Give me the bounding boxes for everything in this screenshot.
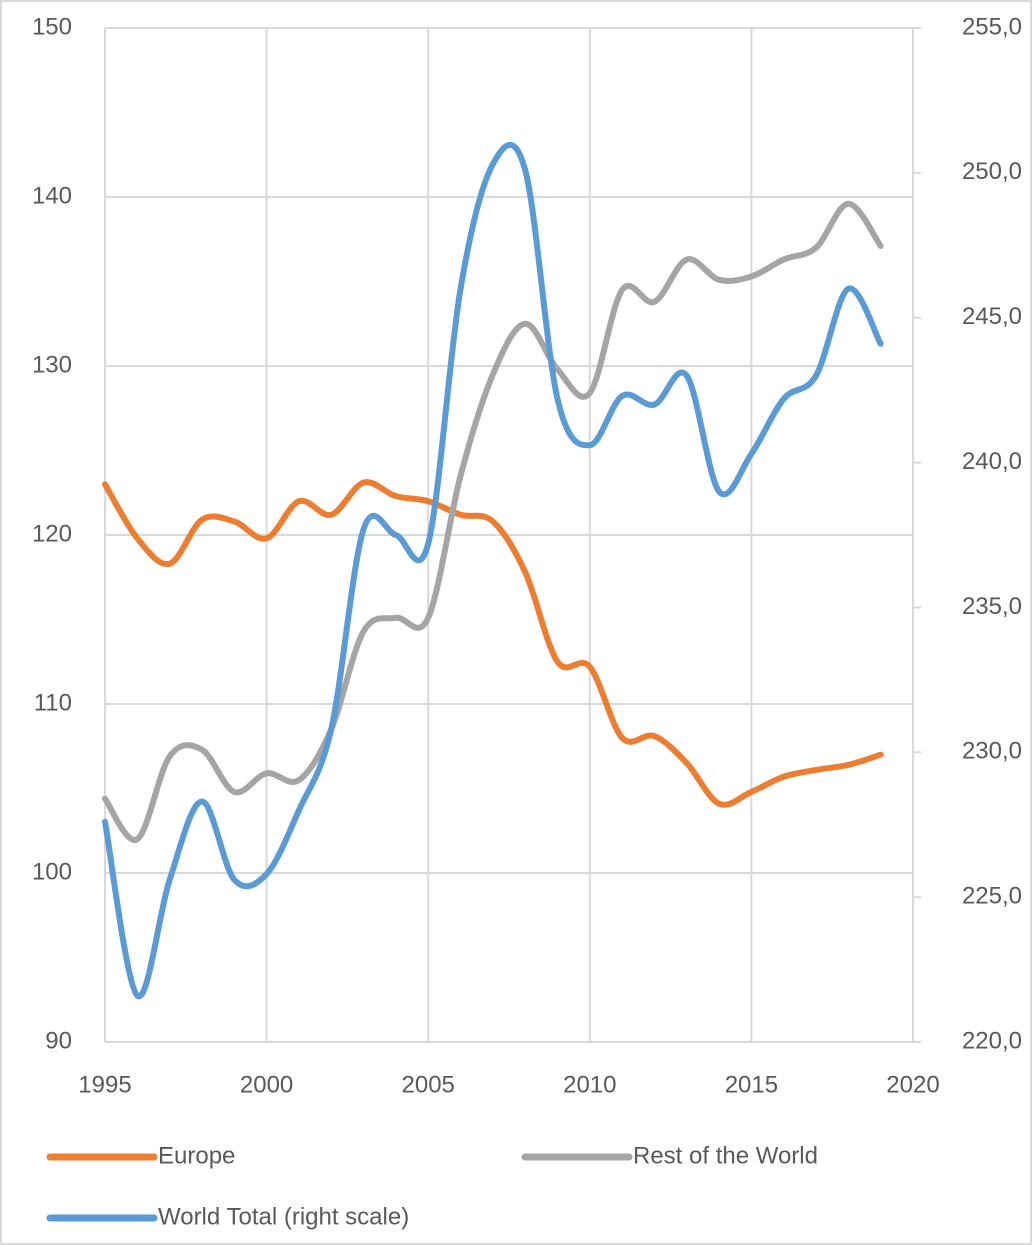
x-tick-label: 2015 bbox=[725, 1071, 778, 1098]
y2-tick-label: 235,0 bbox=[962, 593, 1022, 620]
x-tick-label: 2000 bbox=[240, 1071, 293, 1098]
y2-tick-label: 240,0 bbox=[962, 448, 1022, 475]
legend-label: World Total (right scale) bbox=[158, 1203, 409, 1230]
y2-tick-label: 220,0 bbox=[962, 1027, 1022, 1054]
y-tick-label: 100 bbox=[32, 858, 72, 885]
legend-label: Rest of the World bbox=[633, 1142, 818, 1169]
y-tick-label: 140 bbox=[32, 182, 72, 209]
y-tick-label: 120 bbox=[32, 520, 72, 547]
y2-tick-label: 230,0 bbox=[962, 738, 1022, 765]
y-tick-label: 110 bbox=[34, 689, 72, 716]
y2-tick-label: 250,0 bbox=[962, 158, 1022, 185]
y-tick-label: 150 bbox=[32, 13, 72, 40]
series-line bbox=[102, 479, 884, 808]
x-tick-label: 2020 bbox=[886, 1071, 939, 1098]
y-tick-label: 130 bbox=[32, 351, 72, 378]
series-line bbox=[102, 141, 884, 1000]
series-line bbox=[102, 200, 884, 843]
x-tick-label: 2005 bbox=[402, 1071, 455, 1098]
legend-label: Europe bbox=[158, 1142, 235, 1169]
y2-tick-label: 225,0 bbox=[962, 882, 1022, 909]
x-tick-label: 2010 bbox=[563, 1071, 616, 1098]
y2-tick-label: 245,0 bbox=[962, 303, 1022, 330]
x-tick-label: 1995 bbox=[78, 1071, 131, 1098]
y2-tick-label: 255,0 bbox=[962, 13, 1022, 40]
y-tick-label: 90 bbox=[45, 1027, 72, 1054]
